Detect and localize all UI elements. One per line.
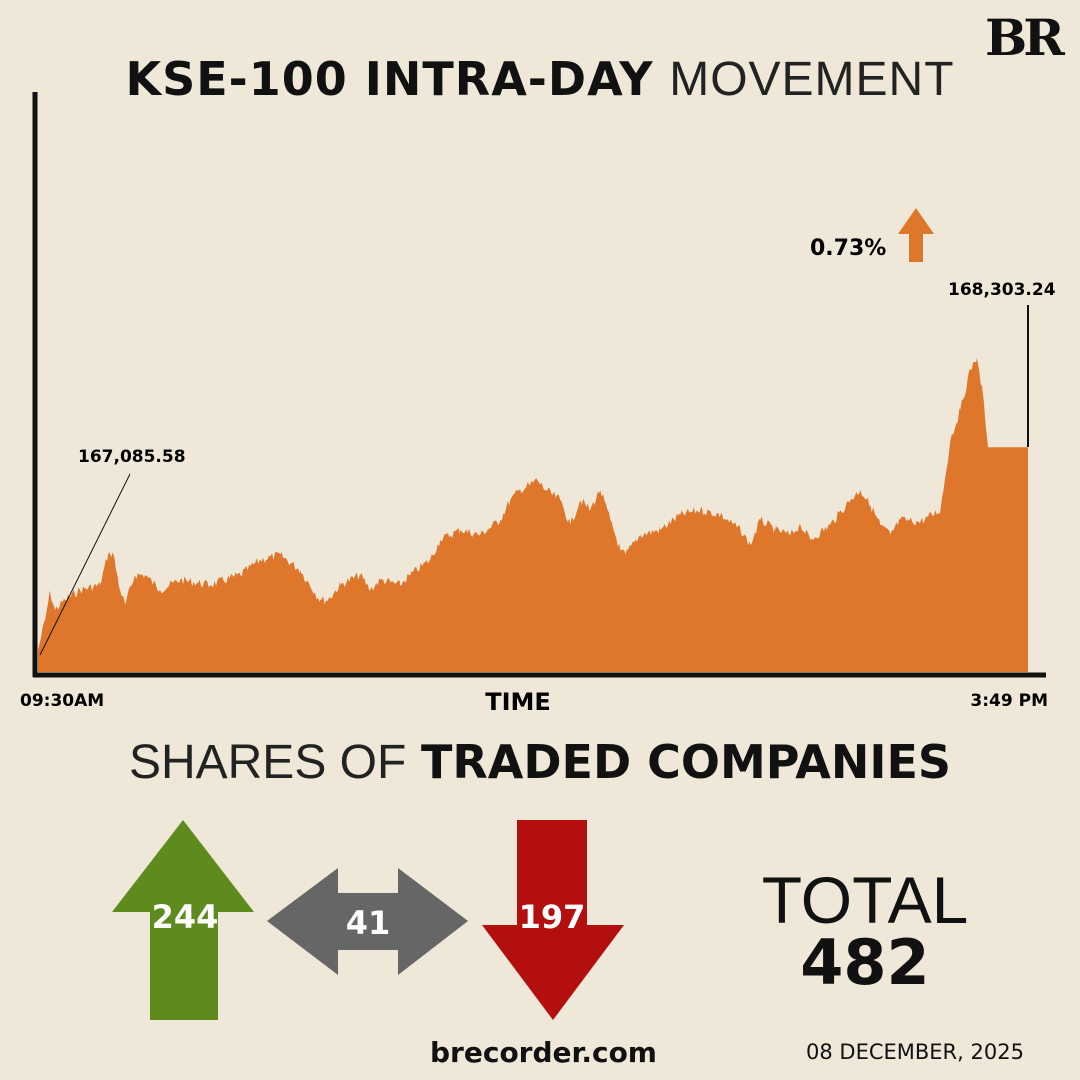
chart-title: KSE-100 INTRA-DAY MOVEMENT: [0, 52, 1080, 107]
up-arrow-icon: [898, 208, 934, 262]
title-light: MOVEMENT: [669, 53, 955, 106]
open-value-label: 167,085.58: [78, 447, 186, 467]
site-link[interactable]: brecorder.com: [430, 1036, 657, 1069]
close-value-label: 168,303.24: [948, 280, 1056, 300]
change-label: 0.73%: [810, 236, 886, 261]
title-bold: KSE-100 INTRA-DAY: [125, 52, 654, 106]
declined-count: 197: [518, 898, 586, 936]
index-area: [38, 357, 1028, 672]
br-logo: BR: [985, 8, 1065, 67]
shares-heading-light: SHARES OF: [128, 736, 407, 789]
open-leader-line: [39, 473, 131, 656]
x-axis-label: TIME: [485, 688, 551, 716]
advanced-count: 244: [151, 898, 219, 936]
x-tick-start: 09:30AM: [20, 691, 104, 711]
unchanged-arrow-icon: [267, 868, 468, 975]
date-label: 08 DECEMBER, 2025: [806, 1040, 1024, 1064]
total-label: TOTAL: [761, 863, 969, 937]
unchanged-count: 41: [345, 904, 391, 942]
shares-heading: SHARES OF TRADED COMPANIES: [0, 735, 1080, 790]
shares-heading-bold: TRADED COMPANIES: [420, 735, 952, 789]
x-tick-end: 3:49 PM: [970, 691, 1048, 711]
declined-arrow-icon: [482, 820, 624, 1020]
total-value: 482: [800, 926, 930, 999]
advanced-arrow-icon: [112, 820, 254, 1020]
